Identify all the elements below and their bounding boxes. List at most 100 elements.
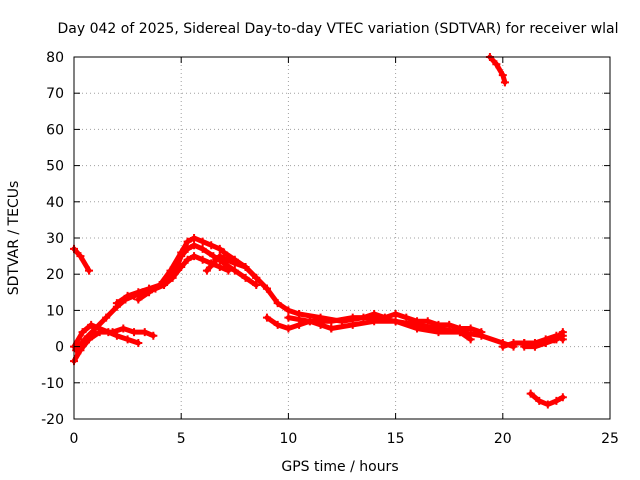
- data-point: [222, 255, 231, 264]
- y-tick-label: 40: [46, 195, 64, 211]
- data-point: [305, 317, 314, 326]
- data-point: [198, 237, 207, 246]
- data-point: [273, 299, 282, 308]
- data-point: [492, 60, 501, 69]
- data-point: [262, 284, 271, 293]
- series-line: [528, 391, 566, 407]
- data-point: [558, 335, 567, 344]
- data-point: [78, 328, 87, 337]
- data-point: [477, 328, 486, 337]
- data-point: [498, 342, 507, 351]
- data-point: [541, 335, 550, 344]
- y-axis-label: SDTVAR / TECUs: [6, 181, 22, 296]
- x-tick-label: 5: [177, 431, 186, 447]
- data-point: [327, 324, 336, 333]
- y-tick-label: -20: [41, 412, 64, 428]
- data-point: [273, 320, 282, 329]
- series-pass-11: [327, 317, 475, 344]
- x-tick-label: 25: [601, 431, 619, 447]
- data-point: [535, 396, 544, 405]
- data-point: [445, 320, 454, 329]
- y-tick-label: 60: [46, 122, 64, 138]
- axis-ticks: 0 5 10 15 20 25 -20 -10 0 10 20 30 40 50 60 70 80: [41, 50, 619, 447]
- grid-lines: [74, 57, 610, 419]
- y-tick-label: 20: [46, 267, 64, 283]
- series-line: [487, 54, 508, 85]
- data-point: [134, 295, 143, 304]
- data-point: [498, 71, 507, 80]
- x-tick-label: 20: [494, 431, 512, 447]
- data-point: [123, 335, 132, 344]
- data-point: [202, 266, 211, 275]
- data-point: [466, 335, 475, 344]
- data-point: [370, 310, 379, 319]
- data-point: [134, 288, 143, 297]
- data-point: [434, 328, 443, 337]
- data-point: [112, 299, 121, 308]
- data-point: [509, 338, 518, 347]
- data-point: [284, 324, 293, 333]
- data-point: [102, 313, 111, 322]
- data-point: [145, 288, 154, 297]
- data-point: [348, 320, 357, 329]
- data-point: [198, 255, 207, 264]
- data-point: [119, 324, 128, 333]
- data-point: [402, 313, 411, 322]
- data-point: [252, 273, 261, 282]
- data-point: [359, 313, 368, 322]
- data-point: [190, 234, 199, 242]
- data-point: [155, 281, 164, 290]
- chart-title: Day 042 of 2025, Sidereal Day-to-day VTE…: [57, 21, 618, 37]
- y-tick-label: 70: [46, 86, 64, 102]
- data-point: [413, 317, 422, 326]
- series-pass-7: [202, 252, 271, 293]
- data-point: [466, 324, 475, 333]
- data-point: [370, 317, 379, 326]
- data-point: [209, 259, 218, 268]
- data-point: [166, 266, 175, 275]
- data-point: [112, 331, 121, 340]
- y-tick-label: 30: [46, 231, 64, 247]
- data-point: [252, 281, 261, 290]
- data-point: [134, 338, 143, 347]
- data-point: [85, 266, 94, 275]
- data-point: [80, 335, 89, 344]
- x-tick-label: 10: [279, 431, 297, 447]
- data-point: [183, 255, 192, 264]
- data-point: [423, 317, 432, 326]
- data-point: [183, 237, 192, 246]
- series-line: [135, 235, 302, 317]
- series-pass-16: [526, 389, 567, 409]
- data-point: [72, 346, 81, 355]
- y-tick-label: 80: [46, 50, 64, 66]
- data-point: [123, 291, 132, 300]
- data-point: [284, 313, 293, 322]
- data-point: [76, 252, 85, 261]
- data-point: [215, 244, 224, 253]
- data-point: [520, 338, 529, 347]
- data-point: [455, 328, 464, 337]
- series-line: [71, 246, 92, 274]
- data-point: [130, 328, 139, 337]
- data-point: [87, 320, 96, 329]
- series-pass-15: [485, 53, 509, 87]
- data-point: [500, 78, 509, 87]
- data-point: [262, 313, 271, 322]
- data-point: [338, 317, 346, 326]
- data-point: [91, 324, 100, 333]
- data-point: [295, 320, 304, 329]
- data-point: [215, 252, 224, 261]
- data-point: [241, 273, 250, 282]
- data-point: [552, 396, 561, 405]
- series-pass-14: [520, 331, 567, 347]
- data-point: [558, 328, 567, 337]
- data-point: [190, 241, 199, 250]
- data-point: [230, 259, 239, 268]
- data-point: [140, 328, 149, 337]
- data-point: [104, 328, 113, 337]
- y-tick-label: 50: [46, 159, 64, 175]
- series-pass-6: [134, 234, 304, 319]
- series-line: [204, 253, 270, 292]
- y-tick-label: 10: [46, 303, 64, 319]
